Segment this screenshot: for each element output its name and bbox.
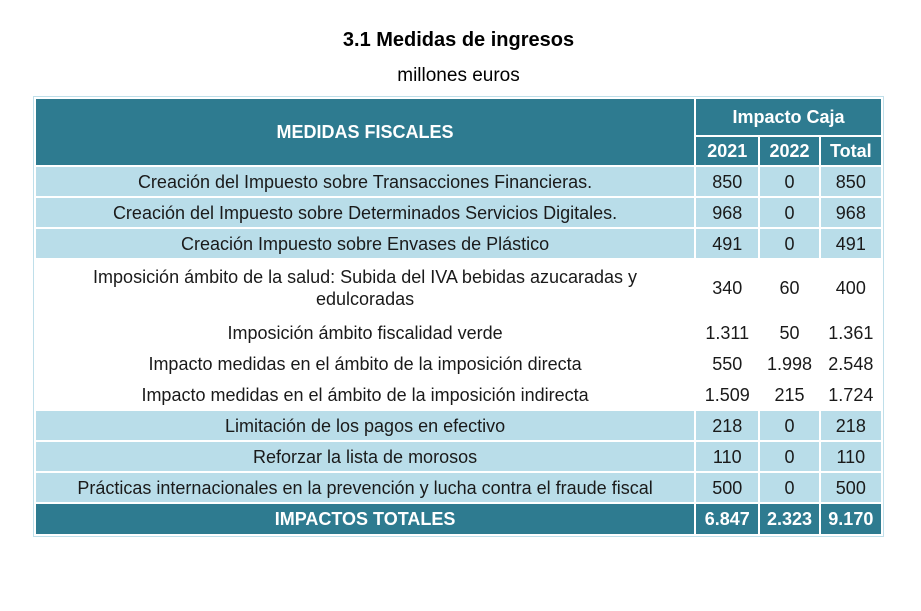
value-2022-cell: 0 (760, 229, 819, 258)
value-2021-cell: 110 (696, 442, 759, 471)
measure-cell: Imposición ámbito de la salud: Subida de… (36, 260, 695, 316)
value-total-cell: 850 (820, 167, 881, 196)
value-2021-cell: 218 (696, 411, 759, 440)
value-2022-cell: 0 (760, 198, 819, 227)
value-2021-cell: 491 (696, 229, 759, 258)
header-row-group: MEDIDAS FISCALES Impacto Caja (36, 99, 881, 165)
table-row: Imposición ámbito fiscalidad verde 1.311… (36, 318, 881, 347)
value-total-cell: 491 (820, 229, 881, 258)
table-row: Reforzar la lista de morosos 110 0 110 (36, 442, 881, 471)
table-row: Creación del Impuesto sobre Transaccione… (36, 167, 881, 196)
measure-cell: Limitación de los pagos en efectivo (36, 411, 695, 440)
table-row: Creación del Impuesto sobre Determinados… (36, 198, 881, 227)
totals-total-cell: 9.170 (820, 504, 881, 534)
value-total-cell: 218 (820, 411, 881, 440)
value-total-cell: 1.724 (820, 380, 881, 409)
value-2022-cell: 50 (760, 318, 819, 347)
value-total-cell: 968 (820, 198, 881, 227)
measure-cell: Creación del Impuesto sobre Transaccione… (36, 167, 695, 196)
value-2021-cell: 500 (696, 473, 759, 502)
table-row: Impacto medidas en el ámbito de la impos… (36, 349, 881, 378)
measures-column-header: MEDIDAS FISCALES (36, 99, 695, 165)
impact-group-header: Impacto Caja (696, 99, 881, 135)
value-2022-cell: 0 (760, 473, 819, 502)
value-2022-cell: 0 (760, 167, 819, 196)
table-row: Impacto medidas en el ámbito de la impos… (36, 380, 881, 409)
column-header-2021: 2021 (696, 137, 759, 165)
value-total-cell: 2.548 (820, 349, 881, 378)
table-row: Prácticas internacionales en la prevenci… (36, 473, 881, 502)
value-2021-cell: 340 (696, 260, 759, 316)
value-total-cell: 400 (820, 260, 881, 316)
header-row-years: 2021 2022 Total (36, 137, 881, 165)
totals-2021-cell: 6.847 (696, 504, 759, 534)
value-2021-cell: 850 (696, 167, 759, 196)
value-total-cell: 500 (820, 473, 881, 502)
value-total-cell: 110 (820, 442, 881, 471)
totals-label-cell: IMPACTOS TOTALES (36, 504, 695, 534)
value-2022-cell: 215 (760, 380, 819, 409)
measure-cell: Creación Impuesto sobre Envases de Plást… (36, 229, 695, 258)
value-2021-cell: 1.311 (696, 318, 759, 347)
measure-cell: Reforzar la lista de morosos (36, 442, 695, 471)
value-2022-cell: 0 (760, 411, 819, 440)
report-content: 3.1 Medidas de ingresos millones euros M… (33, 0, 884, 537)
measure-cell: Creación del Impuesto sobre Determinados… (36, 198, 695, 227)
table-row: Creación Impuesto sobre Envases de Plást… (36, 229, 881, 258)
measure-cell: Impacto medidas en el ámbito de la impos… (36, 349, 695, 378)
column-header-2022: 2022 (760, 137, 819, 165)
measure-cell: Imposición ámbito fiscalidad verde (36, 318, 695, 347)
page-subtitle: millones euros (397, 65, 520, 86)
value-2022-cell: 60 (760, 260, 819, 316)
fiscal-measures-table: MEDIDAS FISCALES Impacto Caja 2021 2022 … (34, 97, 883, 536)
value-2022-cell: 0 (760, 442, 819, 471)
measure-cell: Impacto medidas en el ámbito de la impos… (36, 380, 695, 409)
measure-cell: Prácticas internacionales en la prevenci… (36, 473, 695, 502)
column-header-total: Total (820, 137, 881, 165)
page-title: 3.1 Medidas de ingresos (342, 29, 575, 51)
totals-row: IMPACTOS TOTALES 6.847 2.323 9.170 (36, 504, 881, 534)
fiscal-table-frame: MEDIDAS FISCALES Impacto Caja 2021 2022 … (33, 96, 884, 537)
value-total-cell: 1.361 (820, 318, 881, 347)
value-2022-cell: 1.998 (760, 349, 819, 378)
value-2021-cell: 968 (696, 198, 759, 227)
table-row: Imposición ámbito de la salud: Subida de… (36, 260, 881, 316)
value-2021-cell: 550 (696, 349, 759, 378)
totals-2022-cell: 2.323 (760, 504, 819, 534)
table-row: Limitación de los pagos en efectivo 218 … (36, 411, 881, 440)
value-2021-cell: 1.509 (696, 380, 759, 409)
